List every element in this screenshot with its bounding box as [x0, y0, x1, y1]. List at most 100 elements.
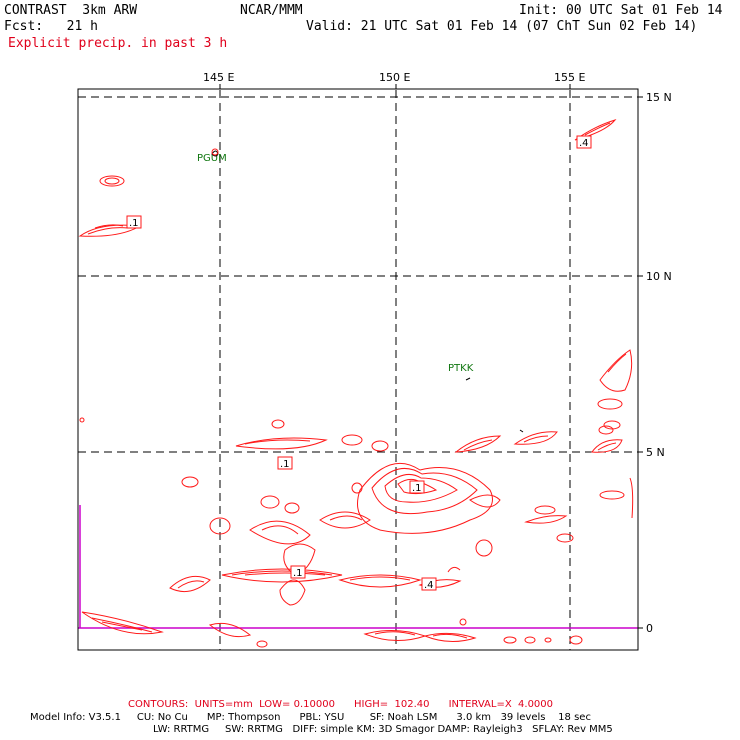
precip-contour: [447, 566, 461, 573]
precip-contour: [524, 515, 568, 524]
valid-time: Valid: 21 UTC Sat 01 Feb 14 (07 ChT Sun …: [306, 19, 698, 34]
precip-contour: [371, 467, 478, 515]
precip-contour: [475, 539, 493, 557]
lon-label-145e: 145 E: [203, 71, 234, 84]
lat-label-10n: 10 N: [646, 270, 672, 283]
precip-contour: [101, 621, 143, 631]
contour-value-labels: .1 .4 .1 .1 .1 .4: [126, 135, 592, 591]
precip-contour: [290, 565, 306, 579]
lon-label-155e: 155 E: [554, 71, 585, 84]
contour-label: .1: [412, 483, 422, 494]
lon-label-150e: 150 E: [379, 71, 410, 84]
precip-contour: [349, 576, 411, 581]
precip-contour: [503, 636, 517, 644]
precip-contour: [284, 502, 300, 514]
precip-contour: [126, 215, 142, 229]
precip-contour: [432, 633, 468, 639]
guam-island: [211, 150, 219, 157]
precip-contour: [421, 577, 437, 591]
precip-contours: [78, 119, 634, 648]
precip-contour: [351, 482, 363, 494]
init-time: Init: 00 UTC Sat 01 Feb 14: [519, 3, 723, 18]
precip-contour: [249, 520, 311, 545]
contour-label: .4: [424, 580, 434, 591]
station-pgum: PGUM: [197, 153, 227, 164]
precip-contour: [584, 122, 611, 136]
precip-contour: [181, 476, 199, 488]
station-ptkk: PTKK: [448, 363, 474, 374]
precip-contour: [104, 177, 120, 185]
precip-contour: [598, 425, 614, 435]
precip-contour: [523, 435, 549, 443]
lat-label-0: 0: [646, 622, 653, 635]
contour-info: CONTOURS: UNITS=mm LOW= 0.10000 HIGH= 10…: [128, 699, 554, 710]
precip-contour: [329, 515, 363, 521]
precip-contour: [208, 622, 252, 638]
precip-contour: [397, 478, 438, 495]
precip-contour: [597, 398, 623, 410]
precip-contour: [94, 224, 124, 229]
precip-contour: [235, 437, 328, 450]
island-east: [519, 429, 524, 433]
precip-contour: [79, 417, 85, 423]
precip-contour: [469, 494, 501, 508]
model-info-line2: LW: RRTMG SW: RRTMG DIFF: simple KM: 3D …: [153, 724, 613, 735]
precip-contour: [524, 636, 536, 644]
precip-contour: [277, 456, 293, 470]
precip-contour: [211, 148, 219, 156]
precip-contour: [91, 617, 153, 633]
precip-contour: [569, 635, 583, 645]
precip-contour: [261, 525, 299, 535]
contour-label: .1: [129, 218, 139, 229]
precip-contour: [603, 420, 621, 430]
precip-contour: [597, 442, 617, 451]
precip-contour: [99, 175, 125, 187]
precip-contour: PGUM PTKK: [197, 153, 474, 374]
precip-contour: [599, 349, 633, 392]
precip-contour: [177, 580, 205, 589]
precip-contour: [169, 575, 211, 593]
lat-lon-grid: [78, 90, 638, 650]
precip-contour: [81, 611, 164, 635]
lat-label-5n: 5 N: [646, 446, 665, 459]
model-title: CONTRAST 3km ARW: [4, 3, 138, 18]
map-frame: [77, 88, 639, 651]
precip-contour: [423, 632, 477, 642]
precip-contour: [279, 579, 306, 606]
precip-contour: [338, 574, 422, 588]
precip-contour: [544, 637, 552, 643]
precip-contour: [629, 477, 634, 519]
precip-contour: [459, 618, 467, 626]
precip-contour: [574, 119, 617, 141]
lat-label-15n: 15 N: [646, 91, 672, 104]
precip-contour: [209, 517, 231, 535]
model-info-line1: Model Info: V3.5.1 CU: No Cu MP: Thompso…: [30, 712, 591, 723]
precip-contour: [87, 227, 129, 235]
precip-contour: [374, 631, 416, 636]
precip-contour: [244, 572, 326, 576]
precip-contour: [341, 434, 363, 446]
precip-contour: [409, 480, 425, 494]
precip-contour: [357, 462, 493, 534]
precip-contour: [534, 505, 556, 515]
precip-contour: [231, 570, 333, 576]
precip-contour: [260, 495, 280, 509]
precip-contour: [319, 511, 371, 529]
axis-ticks: [219, 84, 643, 629]
precip-contour: [371, 440, 389, 452]
forecast-hour: Fcst: 21 h: [4, 19, 98, 34]
precip-contour: [384, 473, 458, 503]
precip-contour: [599, 490, 625, 500]
chuuk-island: [465, 377, 471, 381]
field-title: Explicit precip. in past 3 h: [8, 36, 228, 51]
contour-label: .1: [280, 459, 290, 470]
precip-contour: [513, 431, 558, 445]
precip-contour: [463, 439, 493, 451]
precip-contour: [283, 543, 316, 576]
contour-label: .4: [579, 138, 589, 149]
precip-contour: [271, 419, 285, 429]
precip-contour: [607, 353, 627, 373]
contour-label: .1: [293, 568, 303, 579]
precip-contour: [244, 439, 311, 445]
